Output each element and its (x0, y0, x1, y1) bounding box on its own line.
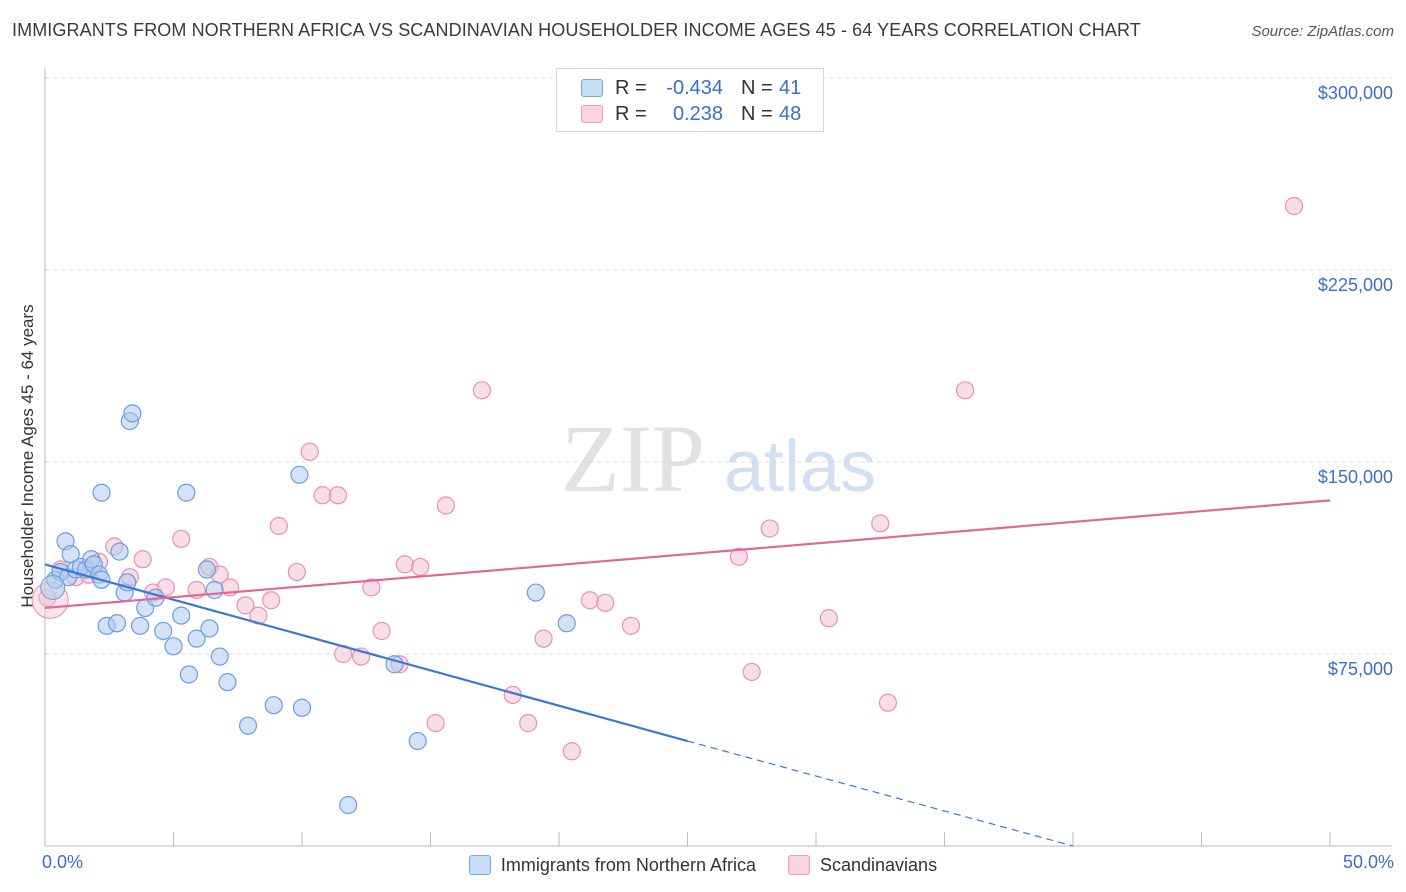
trend-lines (44, 499, 1331, 847)
n-value: 48 (779, 102, 802, 125)
y-tick-labels: $75,000 $150,000 $225,000 $300,000 (1318, 83, 1393, 679)
northern-africa-point (557, 614, 576, 633)
legend-row-scandinavians: R = 0.238 N = 48 (581, 101, 801, 127)
scandinavian-point (580, 591, 599, 610)
northern-africa-point (408, 731, 427, 751)
watermark: ZIP atlas (561, 405, 876, 512)
y-tick-label: $300,000 (1318, 83, 1393, 103)
scandinavian-point (411, 557, 430, 577)
northern-africa-point (292, 698, 312, 717)
chart-title: IMMIGRANTS FROM NORTHERN AFRICA VS SCAND… (12, 20, 1141, 40)
scandinavian-point (313, 486, 332, 505)
northern-africa-point (177, 483, 196, 502)
scandinavian-point (287, 562, 306, 582)
scandinavian-point (742, 662, 761, 682)
y-tick-label: $225,000 (1318, 275, 1393, 295)
northern-africa-point (205, 580, 224, 600)
source-label: Source: ZipAtlas.com (1251, 23, 1394, 40)
scandinavian-point (362, 578, 381, 597)
scandinavian-point (621, 616, 641, 635)
scandinavian-point (760, 519, 779, 538)
scandinavian-point (534, 629, 553, 648)
scandinavian-point (562, 742, 581, 761)
correlation-legend: R = -0.434 N = 41 R = 0.238 N = 48 (556, 68, 824, 132)
northern-africa-point (200, 619, 219, 638)
r-label: R = (615, 76, 647, 99)
scandinavian-point (729, 547, 749, 566)
n-label: N = (741, 102, 773, 125)
northern-africa-point (290, 465, 309, 484)
blue-swatch (581, 79, 603, 97)
legend-row-northern-africa: R = -0.434 N = 41 (581, 75, 801, 101)
blue-swatch (468, 855, 491, 875)
gridlines (45, 77, 1392, 655)
legend-item-northern-africa[interactable]: Immigrants from Northern Africa (468, 854, 756, 876)
x-tick-max: 50.0% (1342, 852, 1394, 872)
x-tick-min: 0.0% (42, 852, 84, 872)
northern-africa-point (172, 606, 191, 625)
y-tick-label: $150,000 (1318, 467, 1393, 487)
northern-africa-point (154, 621, 173, 641)
y-tick-label: $75,000 (1328, 659, 1393, 679)
n-label: N = (741, 76, 773, 99)
scandinavian-point (300, 442, 319, 461)
watermark-atlas: atlas (724, 427, 876, 507)
scandinavian-point (372, 621, 391, 641)
northern-africa-point (210, 647, 229, 666)
scandinavian-point (236, 596, 255, 615)
scandinavian-point (395, 555, 414, 574)
axes (44, 68, 1392, 847)
pink-swatch (787, 855, 810, 875)
legend-label: Immigrants from Northern Africa (500, 854, 756, 875)
northern-africa-point (526, 583, 545, 602)
northern-africa-point (187, 629, 206, 648)
series-legend: Immigrants from Northern Africa Scandina… (0, 852, 1406, 878)
scandinavian-point (955, 381, 975, 400)
northern-africa-point (238, 716, 258, 735)
northern-africa-point (92, 483, 111, 502)
watermark-zip: ZIP (561, 405, 705, 512)
scandinavian-point (871, 514, 890, 533)
northern-africa-point (123, 404, 142, 423)
northern-africa-point (264, 696, 283, 715)
scandinavian-point (472, 381, 491, 400)
r-value: -0.434 (666, 76, 723, 99)
scandinavian-point (172, 529, 191, 548)
northern-africa-points (40, 404, 576, 815)
northern-africa-point (339, 795, 358, 815)
legend-label: Scandinavians (819, 854, 938, 875)
northern-africa-point (40, 574, 66, 600)
scandinavian-point (519, 714, 538, 733)
r-value: 0.238 (672, 102, 723, 125)
northern-africa-point (164, 637, 183, 656)
scandinavian-point (328, 486, 348, 505)
scandinavian-point (819, 609, 838, 628)
northern-africa-point (130, 616, 150, 635)
scandinavian-point (596, 593, 615, 612)
northern-africa-point (197, 560, 217, 579)
pink-swatch (581, 105, 603, 123)
scandinavian-point (878, 693, 898, 712)
scandinavian-point (1284, 196, 1304, 216)
legend-item-scandinavians[interactable]: Scandinavians (787, 854, 938, 876)
northern-africa-trend-extension (687, 740, 1074, 847)
scandinavian-point (269, 516, 288, 536)
scandinavian-point (133, 550, 152, 569)
r-label: R = (615, 102, 647, 125)
northern-africa-point (218, 673, 237, 692)
scandinavian-point (262, 591, 281, 610)
scandinavian-point (436, 496, 456, 515)
northern-africa-trend-line (44, 563, 688, 743)
northern-africa-point (110, 542, 129, 561)
northern-africa-point (179, 665, 199, 684)
n-value: 41 (779, 76, 802, 99)
scandinavians-trend-line (44, 499, 1331, 610)
northern-africa-point (107, 614, 127, 633)
scandinavian-point (426, 714, 445, 733)
